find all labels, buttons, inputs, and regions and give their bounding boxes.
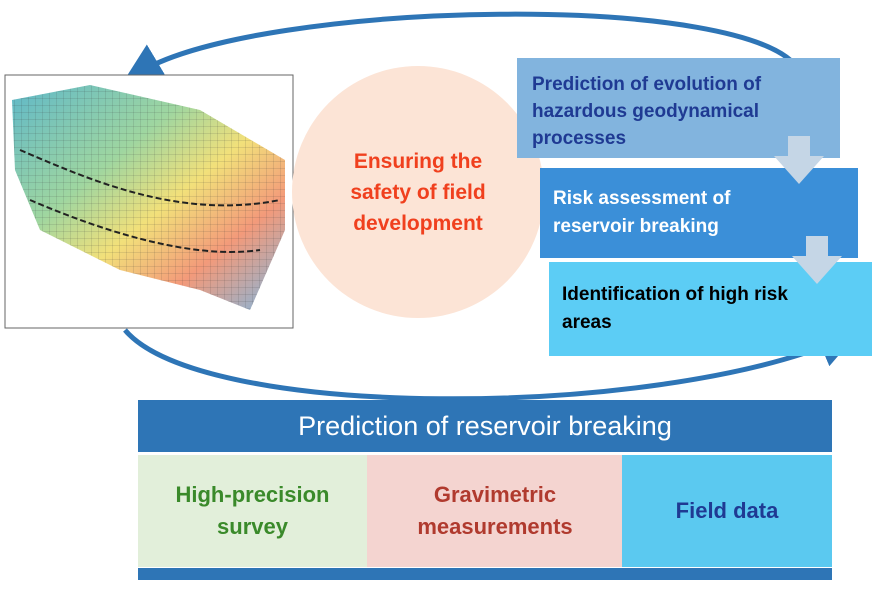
header-bar xyxy=(138,400,832,452)
down-arrow xyxy=(792,236,842,284)
geological-model xyxy=(12,85,285,310)
center-text: Ensuring the safety of field development xyxy=(350,149,486,235)
footer-bar xyxy=(138,568,832,580)
step-box xyxy=(517,58,840,158)
cycle-arrow-bottom xyxy=(123,328,859,402)
cycle-arrow-top xyxy=(122,11,803,83)
header-text: Prediction of reservoir breaking xyxy=(298,410,672,441)
cell xyxy=(138,455,367,567)
step-text: Risk assessment of reservoir breaking xyxy=(553,188,731,237)
center-circle xyxy=(292,66,544,318)
cell-text: High-precision survey xyxy=(175,482,330,539)
cell-text: Field data xyxy=(675,498,779,523)
cell xyxy=(622,455,832,567)
step-text: Prediction of evolution of hazardous geo… xyxy=(532,73,762,149)
cell xyxy=(367,455,622,567)
down-arrow xyxy=(774,136,824,184)
cell-text: Gravimetric measurements xyxy=(417,482,573,539)
step-box xyxy=(540,168,858,258)
step-text: Identification of high risk areas xyxy=(562,284,788,333)
